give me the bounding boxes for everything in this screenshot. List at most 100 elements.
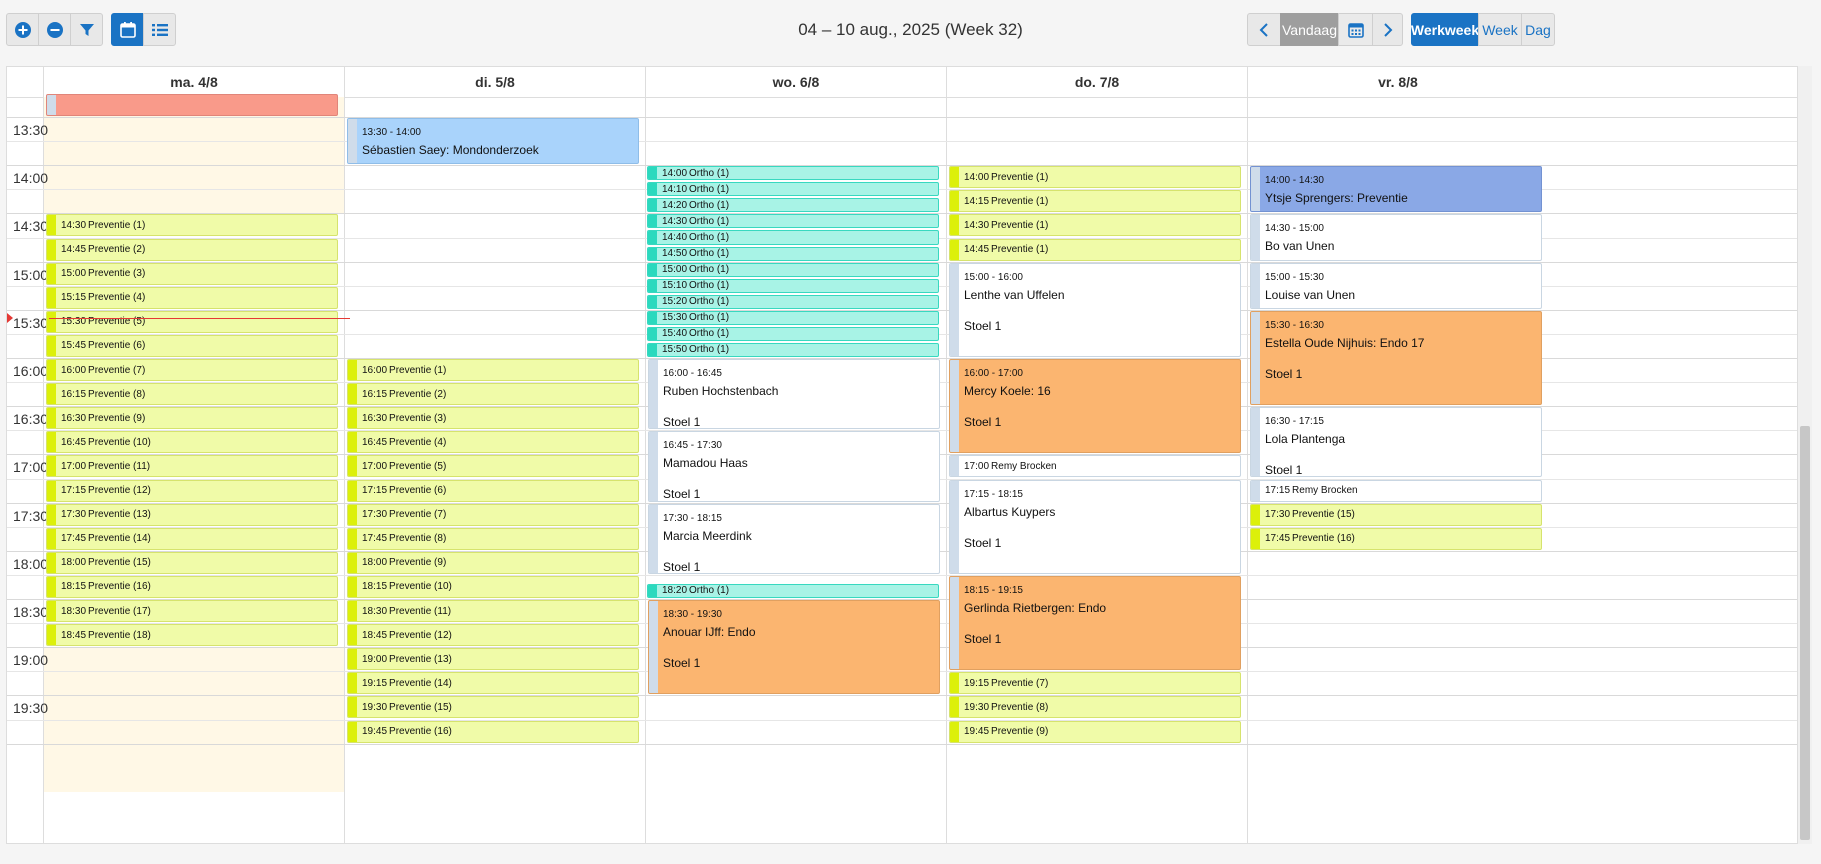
appointment[interactable]: 15:00 Preventie (3) — [46, 262, 338, 285]
appointment[interactable]: 19:30 Preventie (15) — [347, 696, 639, 719]
prev-period-button[interactable] — [1247, 13, 1281, 46]
appointment[interactable]: 16:45 Preventie (4) — [347, 431, 639, 454]
appointment[interactable]: 19:30 Preventie (8) — [949, 696, 1241, 719]
appointment[interactable]: 17:00 Remy Brocken — [949, 455, 1241, 478]
view-workweek-button[interactable]: Werkweek — [1411, 13, 1479, 46]
appointment[interactable]: 18:15 - 19:15 Gerlinda Rietbergen: Endo St… — [949, 575, 1241, 671]
appointment[interactable]: 19:15 Preventie (14) — [347, 672, 639, 695]
appointment[interactable]: 14:30 Preventie (1) — [949, 214, 1241, 237]
appointment[interactable]: 17:45 Preventie (16) — [1250, 527, 1542, 550]
appointment[interactable]: 16:45 Preventie (10) — [46, 431, 338, 454]
appointment[interactable]: 14:45 Preventie (2) — [46, 238, 338, 261]
appointment[interactable]: 17:15 Preventie (12) — [46, 479, 338, 502]
appointment[interactable]: 14:20 Ortho (1) — [647, 198, 939, 213]
appointment[interactable]: 19:15 Preventie (7) — [949, 672, 1241, 695]
add-button[interactable] — [6, 13, 39, 46]
day-column-tue[interactable] — [344, 97, 645, 843]
appointment[interactable]: 17:00 Preventie (11) — [46, 455, 338, 478]
appointment[interactable]: 17:15 Remy Brocken — [1250, 479, 1542, 502]
appointment[interactable]: 19:45 Preventie (9) — [949, 720, 1241, 743]
appointment[interactable]: 14:50 Ortho (1) — [647, 246, 939, 261]
appointment[interactable]: 15:00 - 16:00 Lenthe van Uffelen Stoel 1 — [949, 262, 1241, 357]
view-week-button[interactable]: Week — [1478, 13, 1522, 46]
appointment-color-bar — [348, 601, 357, 622]
view-day-button[interactable]: Dag — [1521, 13, 1555, 46]
day-column-wed[interactable] — [645, 97, 946, 843]
appointment[interactable]: 18:30 Preventie (17) — [46, 600, 338, 623]
day-column-mon[interactable] — [43, 97, 344, 843]
appointment[interactable]: 17:30 - 18:15 Marcia Meerdink Stoel 1 — [648, 503, 940, 574]
appointment[interactable]: 15:00 Ortho (1) — [647, 262, 939, 277]
appointment[interactable]: 17:15 Preventie (6) — [347, 479, 639, 502]
scrollbar-thumb[interactable] — [1800, 426, 1810, 840]
appointment[interactable]: 19:00 Preventie (13) — [347, 648, 639, 671]
today-button[interactable]: Vandaag — [1280, 13, 1339, 46]
appointment[interactable]: 15:40 Ortho (1) — [647, 326, 939, 341]
appointment[interactable]: 14:00 - 14:30 Ytsje Sprengers: Preventie — [1250, 166, 1542, 213]
appointment[interactable]: 15:45 Preventie (6) — [46, 334, 338, 357]
appointment[interactable]: 16:00 Preventie (1) — [347, 359, 639, 382]
appointment-title: Lola Plantenga — [1265, 432, 1346, 447]
appointment[interactable]: 15:30 Preventie (5) — [46, 310, 338, 333]
appointment-time: 17:30 - 18:15 — [663, 512, 722, 524]
appointment[interactable] — [46, 93, 338, 116]
appointment[interactable]: 18:30 - 19:30 Anouar IJff: Endo Stoel 1 — [648, 600, 940, 695]
appointment[interactable]: 14:10 Ortho (1) — [647, 182, 939, 197]
appointment[interactable]: 18:45 Preventie (12) — [347, 624, 639, 647]
next-period-button[interactable] — [1372, 13, 1403, 46]
appointment[interactable]: 15:10 Ortho (1) — [647, 278, 939, 293]
day-column-thu[interactable] — [946, 97, 1247, 843]
appointment[interactable]: 14:45 Preventie (1) — [949, 238, 1241, 261]
appointment[interactable]: 17:45 Preventie (14) — [46, 527, 338, 550]
appointment[interactable]: 18:20 Ortho (1) — [647, 583, 939, 598]
appointment[interactable]: 18:00 Preventie (15) — [46, 551, 338, 574]
day-column-fri[interactable] — [1247, 97, 1548, 843]
appointment[interactable]: 13:30 - 14:00 Sébastien Saey: Mondonderzo… — [347, 118, 639, 165]
appointment[interactable]: 16:45 - 17:30 Mamadou Haas Stoel 1 — [648, 431, 940, 502]
appointment[interactable]: 19:45 Preventie (16) — [347, 720, 639, 743]
appointment[interactable]: 15:30 - 16:30 Estella Oude Nijhuis: Endo … — [1250, 310, 1542, 406]
appointment-time: 17:30 — [1265, 509, 1291, 521]
appointment[interactable]: 18:15 Preventie (16) — [46, 575, 338, 598]
appointment[interactable]: 14:15 Preventie (1) — [949, 190, 1241, 213]
appointment[interactable]: 18:45 Preventie (18) — [46, 624, 338, 647]
appointment[interactable]: 18:00 Preventie (9) — [347, 551, 639, 574]
appointment[interactable]: 14:00 Preventie (1) — [949, 166, 1241, 189]
appointment[interactable]: 17:30 Preventie (7) — [347, 503, 639, 526]
appointment[interactable]: 15:15 Preventie (4) — [46, 286, 338, 309]
appointment[interactable]: 17:30 Preventie (15) — [1250, 503, 1542, 526]
vertical-scrollbar[interactable] — [1798, 66, 1812, 844]
appointment[interactable]: 18:30 Preventie (11) — [347, 600, 639, 623]
appointment[interactable]: 16:00 Preventie (7) — [46, 359, 338, 382]
appointment-title: Preventie (13) — [389, 653, 452, 665]
calendar-view-button[interactable] — [111, 13, 144, 46]
appointment[interactable]: 17:15 - 18:15 Albartus Kuypers Stoel 1 — [949, 479, 1241, 574]
appointment[interactable]: 16:30 Preventie (3) — [347, 407, 639, 430]
appointment[interactable]: 16:30 - 17:15 Lola Plantenga Stoel 1 — [1250, 407, 1542, 478]
appointment[interactable]: 16:15 Preventie (2) — [347, 383, 639, 406]
appointment[interactable]: 16:30 Preventie (9) — [46, 407, 338, 430]
appointment[interactable]: 14:00 Ortho (1) — [647, 166, 939, 181]
appointment-title: Preventie (6) — [389, 485, 447, 497]
filter-button[interactable] — [70, 13, 103, 46]
appointment[interactable]: 15:20 Ortho (1) — [647, 294, 939, 309]
appointment[interactable]: 16:00 - 17:00 Mercy Koele: 16 Stoel 1 — [949, 359, 1241, 454]
appointment[interactable]: 14:40 Ortho (1) — [647, 230, 939, 245]
appointment[interactable]: 15:50 Ortho (1) — [647, 342, 939, 357]
appointment-color-bar — [648, 295, 657, 308]
appointment[interactable]: 15:00 - 15:30 Louise van Unen — [1250, 262, 1542, 309]
list-view-button[interactable] — [143, 13, 176, 46]
appointment[interactable]: 17:30 Preventie (13) — [46, 503, 338, 526]
appointment[interactable]: 17:45 Preventie (8) — [347, 527, 639, 550]
appointment[interactable]: 16:00 - 16:45 Ruben Hochstenbach Stoel 1 — [648, 359, 940, 430]
appointment[interactable]: 15:30 Ortho (1) — [647, 310, 939, 325]
remove-button[interactable] — [38, 13, 71, 46]
appointment-time: 14:20 — [662, 199, 688, 211]
appointment[interactable]: 18:15 Preventie (10) — [347, 575, 639, 598]
appointment[interactable]: 14:30 Ortho (1) — [647, 214, 939, 229]
appointment[interactable]: 14:30 Preventie (1) — [46, 214, 338, 237]
datepicker-button[interactable] — [1338, 13, 1373, 46]
appointment[interactable]: 14:30 - 15:00 Bo van Unen — [1250, 214, 1542, 261]
appointment[interactable]: 17:00 Preventie (5) — [347, 455, 639, 478]
appointment[interactable]: 16:15 Preventie (8) — [46, 383, 338, 406]
